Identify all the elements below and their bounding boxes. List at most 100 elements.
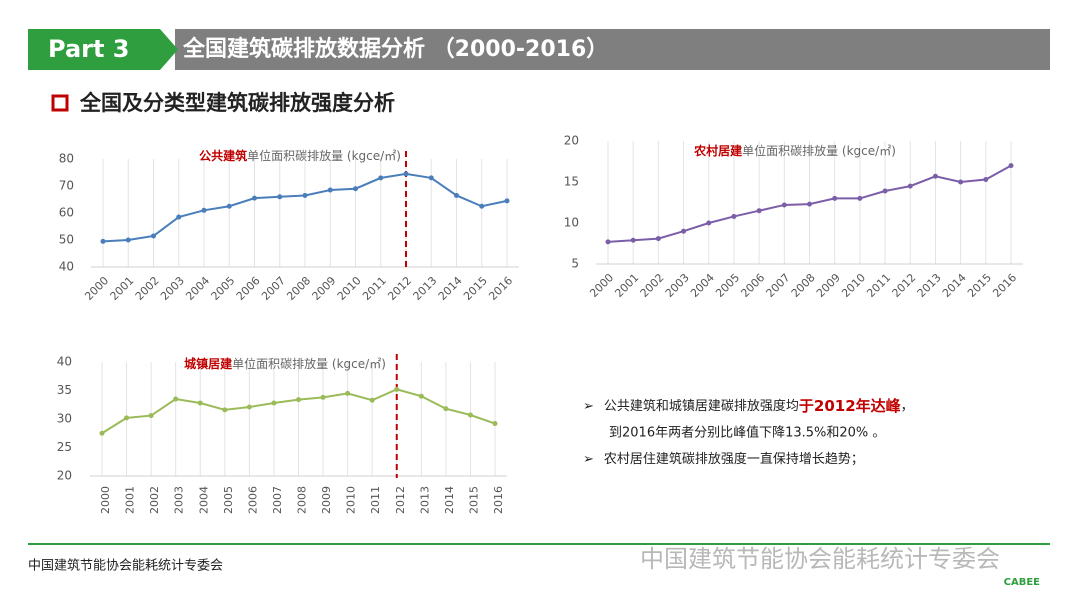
y-tick-label: 30 — [57, 412, 72, 426]
point — [467, 412, 473, 418]
point — [731, 213, 737, 219]
point — [857, 195, 863, 201]
point — [958, 179, 964, 185]
point — [99, 430, 105, 436]
bullet-text: 公共建筑和城镇居建碳排放强度均 — [604, 398, 799, 414]
point — [630, 237, 636, 243]
y-tick-label: 40 — [59, 260, 74, 274]
point — [443, 406, 449, 412]
x-tick-label: 2013 — [418, 486, 431, 514]
point — [655, 236, 661, 242]
chart-title: 农村居建单位面积碳排放量 (kgce/㎡) — [693, 143, 896, 158]
chart-title-text: 单位面积碳排放量 (kgce/㎡) — [247, 148, 401, 163]
point — [479, 203, 485, 209]
point — [201, 207, 207, 213]
point — [504, 198, 510, 204]
chart-title-highlight: 农村居建 — [693, 143, 743, 158]
chart-title-highlight: 城镇居建 — [184, 356, 233, 371]
point — [1008, 163, 1014, 169]
section-icon — [51, 94, 69, 112]
x-tick-label: 2006 — [246, 486, 259, 514]
header-title: 全国建筑碳排放数据分析 （2000-2016） — [182, 36, 608, 62]
point — [882, 188, 888, 194]
point — [832, 195, 838, 201]
x-tick-label: 2005 — [222, 486, 235, 514]
point — [394, 386, 400, 392]
x-tick-label: 2012 — [394, 486, 407, 514]
y-tick-label: 70 — [59, 179, 74, 193]
y-tick-label: 5 — [571, 257, 579, 271]
x-tick-label: 2000 — [99, 486, 112, 514]
point — [296, 397, 301, 403]
point — [492, 421, 498, 427]
x-tick-label: 2016 — [492, 486, 505, 514]
chart-title-text: 单位面积碳排放量 (kgce/㎡) — [232, 356, 386, 371]
header-bar — [175, 29, 1050, 70]
y-tick-label: 35 — [57, 383, 72, 397]
chart-title-highlight: 公共建筑 — [199, 148, 247, 163]
header-part-box — [28, 29, 178, 70]
point — [197, 400, 203, 406]
y-tick-label: 40 — [57, 355, 72, 369]
point — [428, 175, 434, 181]
point — [176, 214, 182, 220]
point — [605, 239, 611, 245]
bullet-text: 农村居住建筑碳排放强度一直保持增长趋势； — [604, 451, 864, 467]
y-tick-label: 10 — [564, 216, 579, 230]
y-tick-label: 25 — [57, 440, 72, 454]
point — [277, 194, 283, 200]
point — [252, 195, 257, 201]
point — [369, 397, 375, 403]
x-tick-label: 2014 — [443, 486, 456, 514]
x-tick-label: 2011 — [369, 486, 382, 514]
point — [173, 396, 179, 402]
point — [151, 233, 156, 239]
point — [222, 407, 228, 413]
point — [353, 186, 358, 192]
y-tick-label: 80 — [59, 152, 74, 166]
bullet: ➢ 农村居住建筑碳排放强度一直保持增长趋势； — [583, 451, 864, 467]
point — [756, 208, 762, 214]
point — [320, 394, 326, 400]
point — [454, 192, 459, 198]
point — [345, 390, 351, 396]
point — [781, 202, 787, 208]
point — [271, 400, 277, 406]
bullet-marker: ➢ — [583, 452, 594, 467]
point — [378, 175, 384, 181]
x-tick-label: 2008 — [296, 486, 309, 514]
x-tick-label: 2002 — [148, 486, 161, 514]
bullet-emphasis: 于2012年达峰 — [799, 397, 902, 415]
watermark: 中国建筑节能协会能耗统计专委会 — [640, 545, 1000, 573]
point — [403, 171, 409, 177]
point — [681, 228, 687, 234]
x-tick-label: 2015 — [467, 486, 480, 514]
y-tick-label: 60 — [59, 206, 74, 220]
bullet: ➢ 公共建筑和城镇居建碳排放强度均于2012年达峰， — [583, 397, 914, 415]
section-title: 全国及分类型建筑碳排放强度分析 — [79, 91, 395, 115]
point — [932, 173, 938, 179]
x-tick-label: 2010 — [345, 486, 358, 514]
bullet-text: 到2016年两者分别比峰值下降13.5%和20% 。 — [609, 425, 885, 441]
x-tick-label: 2003 — [173, 486, 186, 514]
y-tick-label: 50 — [59, 233, 74, 247]
x-tick-label: 2001 — [124, 486, 137, 514]
point — [125, 237, 131, 243]
logo: CABEE — [1004, 577, 1041, 588]
point — [226, 203, 232, 209]
bullet-marker: ➢ — [583, 399, 594, 414]
chart-title: 公共建筑单位面积碳排放量 (kgce/㎡) — [199, 148, 401, 163]
bullet-text: ， — [901, 399, 914, 414]
chart-title-text: 单位面积碳排放量 (kgce/㎡) — [742, 143, 896, 158]
point — [983, 177, 989, 183]
point — [100, 238, 106, 244]
chart-title: 城镇居建单位面积碳排放量 (kgce/㎡) — [184, 356, 386, 371]
header-part: Part 3 — [48, 35, 130, 63]
x-tick-label: 2004 — [197, 486, 210, 514]
point — [418, 393, 424, 399]
x-tick-label: 2007 — [271, 486, 284, 514]
point — [148, 413, 154, 419]
point — [327, 187, 333, 193]
